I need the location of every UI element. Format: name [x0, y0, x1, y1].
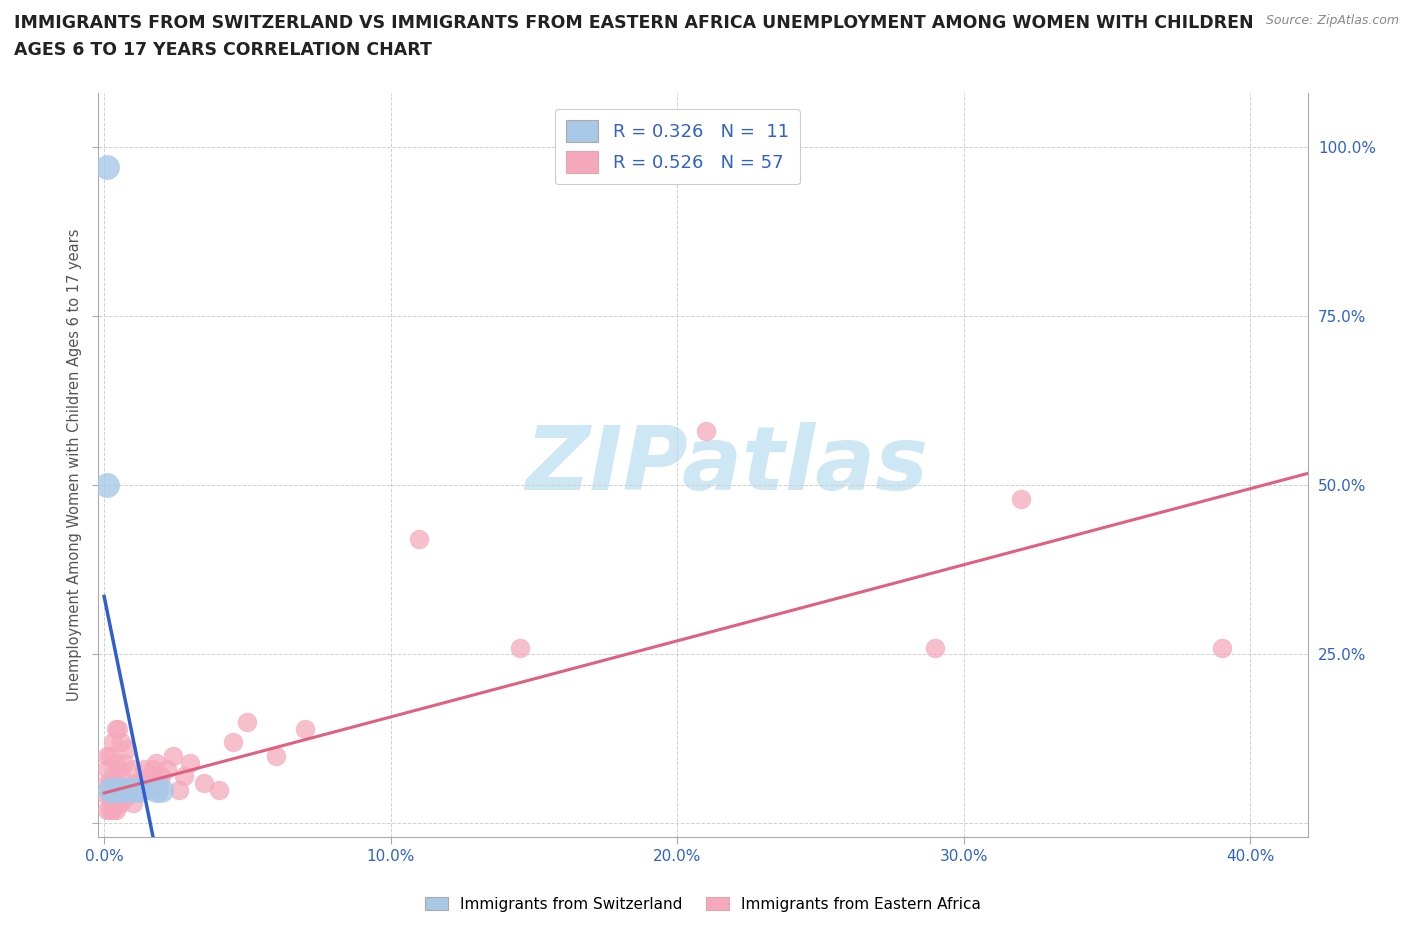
Point: [121, 762, 143, 777]
Point: [150, 769, 173, 784]
Point: [101, 803, 124, 817]
Text: ZIPatlas: ZIPatlas: [526, 421, 929, 509]
Point: [96, 789, 118, 804]
Point: [924, 640, 946, 655]
Text: AGES 6 TO 17 YEARS CORRELATION CHART: AGES 6 TO 17 YEARS CORRELATION CHART: [14, 41, 432, 59]
Point: [208, 782, 231, 797]
Text: IMMIGRANTS FROM SWITZERLAND VS IMMIGRANTS FROM EASTERN AFRICA UNEMPLOYMENT AMONG: IMMIGRANTS FROM SWITZERLAND VS IMMIGRANT…: [14, 14, 1254, 32]
Point: [110, 782, 132, 797]
Point: [115, 741, 138, 756]
Legend: Immigrants from Switzerland, Immigrants from Eastern Africa: Immigrants from Switzerland, Immigrants …: [419, 890, 987, 918]
Point: [167, 782, 190, 797]
Point: [236, 714, 259, 729]
Point: [139, 769, 162, 784]
Text: Source: ZipAtlas.com: Source: ZipAtlas.com: [1265, 14, 1399, 27]
Point: [1010, 491, 1032, 506]
Point: [98, 749, 121, 764]
Point: [101, 782, 124, 797]
Point: [222, 735, 245, 750]
Point: [110, 796, 132, 811]
Point: [98, 789, 121, 804]
Point: [128, 782, 150, 797]
Point: [145, 782, 167, 797]
Point: [104, 782, 127, 797]
Point: [101, 735, 124, 750]
Point: [104, 803, 127, 817]
Point: [104, 782, 127, 797]
Point: [112, 755, 135, 770]
Point: [695, 424, 717, 439]
Point: [101, 782, 124, 797]
Point: [98, 803, 121, 817]
Point: [110, 769, 132, 784]
Point: [96, 478, 118, 493]
Point: [145, 755, 167, 770]
Point: [134, 762, 156, 777]
Point: [509, 640, 531, 655]
Point: [142, 762, 165, 777]
Point: [408, 532, 430, 547]
Point: [121, 782, 143, 797]
Point: [121, 796, 143, 811]
Point: [96, 160, 118, 175]
Point: [104, 755, 127, 770]
Point: [128, 782, 150, 797]
Point: [96, 762, 118, 777]
Legend: R = 0.326   N =  11, R = 0.526   N = 57: R = 0.326 N = 11, R = 0.526 N = 57: [555, 110, 800, 184]
Point: [1211, 640, 1233, 655]
Point: [98, 782, 121, 797]
Point: [162, 749, 184, 764]
Point: [150, 782, 173, 797]
Point: [193, 776, 215, 790]
Point: [173, 769, 195, 784]
Y-axis label: Unemployment Among Women with Children Ages 6 to 17 years: Unemployment Among Women with Children A…: [66, 229, 82, 701]
Point: [294, 722, 316, 737]
Point: [110, 735, 132, 750]
Point: [107, 722, 129, 737]
Point: [136, 782, 159, 797]
Point: [264, 749, 287, 764]
Point: [115, 782, 138, 797]
Point: [101, 769, 124, 784]
Point: [96, 776, 118, 790]
Point: [107, 796, 129, 811]
Point: [115, 789, 138, 804]
Point: [96, 749, 118, 764]
Point: [107, 762, 129, 777]
Point: [112, 789, 135, 804]
Point: [98, 776, 121, 790]
Point: [118, 782, 141, 797]
Point: [156, 762, 179, 777]
Point: [96, 803, 118, 817]
Point: [131, 776, 153, 790]
Point: [104, 722, 127, 737]
Point: [124, 776, 146, 790]
Point: [148, 776, 170, 790]
Point: [179, 755, 201, 770]
